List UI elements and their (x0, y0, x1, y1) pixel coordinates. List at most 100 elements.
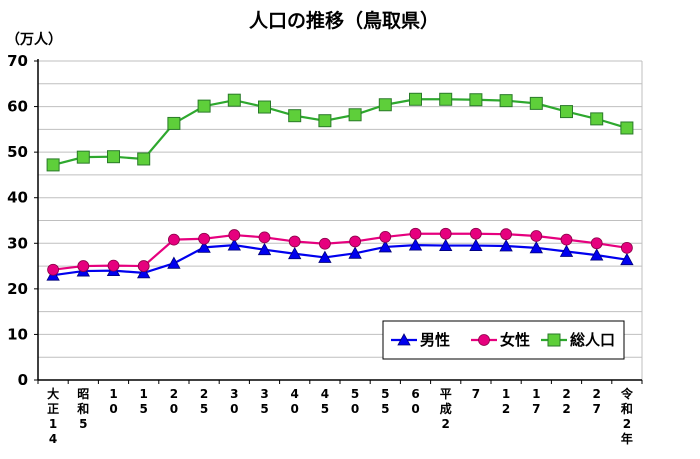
x-tick-label: 5 (381, 387, 389, 401)
y-tick-label: 10 (7, 325, 28, 343)
x-tick-label: 1 (140, 387, 148, 401)
x-tick-label: 6 (411, 387, 419, 401)
x-tick-label: 5 (381, 402, 389, 416)
legend-label: 男性 (420, 331, 450, 349)
legend: 男性 女性 総人口 (382, 320, 625, 360)
x-tick-label: 2 (562, 402, 570, 416)
data-point-total (590, 112, 604, 126)
data-point-male (559, 244, 574, 257)
data-point-total (348, 108, 362, 122)
data-point-male (499, 239, 513, 252)
data-point-female (500, 228, 513, 241)
y-tick-labels: 0 10 20 30 40 50 60 70 (7, 52, 28, 389)
x-tick-label: 5 (200, 402, 208, 416)
data-point-female (107, 259, 120, 272)
data-point-female (137, 260, 150, 272)
data-point-male (257, 242, 272, 256)
data-point-male (227, 238, 241, 251)
chart-title: 人口の推移（鳥取県） (249, 9, 439, 32)
x-tick-label: 1 (532, 387, 540, 401)
data-point-male (529, 241, 543, 254)
data-point-female (439, 227, 452, 240)
legend-entry-female: 女性 (471, 331, 530, 349)
x-tick-label: 1 (49, 417, 57, 431)
data-point-total (197, 99, 211, 113)
series-female (47, 227, 633, 276)
x-tick-label: 昭 (77, 387, 89, 401)
data-point-female (379, 231, 392, 243)
x-tick-label: 4 (291, 387, 299, 401)
legend-label: 総人口 (570, 331, 615, 349)
data-point-total (167, 116, 181, 130)
data-point-total (288, 109, 302, 123)
data-point-female (77, 260, 90, 272)
data-point-total (227, 93, 241, 107)
data-point-male (318, 250, 332, 263)
legend-entry-male: 男性 (391, 331, 450, 349)
data-point-male (620, 252, 634, 266)
data-point-male (197, 240, 211, 253)
y-tick-label: 40 (7, 189, 28, 207)
x-tick-label: 5 (79, 417, 87, 431)
x-tick-label: 5 (140, 402, 148, 416)
x-tick-label: 5 (321, 402, 329, 416)
series-total (46, 92, 634, 172)
x-tick-label: 0 (230, 402, 238, 416)
y-tick-label: 30 (7, 234, 28, 252)
x-tick-label: 2 (623, 417, 631, 431)
data-point-total (318, 114, 332, 128)
data-point-female (318, 237, 331, 250)
x-tick-label: 2 (593, 387, 601, 401)
data-point-total (439, 92, 453, 106)
data-point-female (478, 334, 490, 346)
x-tick-label: 4 (321, 387, 329, 401)
x-tick-label: 2 (562, 387, 570, 401)
y-tick-label: 50 (7, 143, 28, 161)
data-point-total (137, 152, 151, 166)
y-axis-unit-label: （万人） (6, 31, 62, 48)
data-point-male (288, 246, 302, 260)
data-point-male (590, 248, 604, 261)
x-tick-label: 3 (230, 387, 238, 401)
data-point-female (349, 235, 362, 248)
x-tick-label: 5 (351, 387, 359, 401)
data-point-total (529, 96, 543, 110)
data-point-total (258, 100, 271, 114)
x-tick-label: 4 (49, 432, 57, 446)
x-tick-label: 7 (532, 402, 540, 416)
data-point-total (620, 121, 634, 135)
data-point-male (378, 240, 392, 253)
series-lines (46, 92, 634, 281)
data-point-female (47, 263, 59, 276)
y-tick-label: 0 (18, 371, 28, 389)
y-tick-label: 20 (7, 280, 28, 298)
data-point-total (560, 105, 573, 119)
x-tick-label: 0 (351, 402, 359, 416)
data-point-total (547, 333, 561, 347)
data-point-total (409, 92, 422, 106)
data-point-female (288, 235, 301, 248)
x-tick-label: 和 (620, 401, 633, 416)
x-tick-label: 平 (440, 387, 452, 401)
data-point-total (499, 94, 513, 108)
legend-entry-total: 総人口 (541, 331, 615, 349)
x-tick-label: 0 (291, 402, 299, 416)
x-tick-label: 2 (502, 402, 510, 416)
data-point-total (469, 93, 483, 107)
data-point-male (167, 256, 181, 269)
data-point-female (228, 229, 241, 241)
series-male (46, 238, 634, 281)
data-point-male (408, 238, 423, 251)
data-point-total (76, 150, 90, 164)
x-tick-label: 令 (620, 386, 634, 401)
y-tick-label: 70 (7, 52, 28, 70)
x-tick-label: 0 (109, 402, 117, 416)
data-point-female (560, 233, 573, 246)
x-tick-label: 7 (593, 402, 601, 416)
x-tick-label: 0 (170, 402, 178, 416)
y-tick-label: 60 (7, 98, 28, 116)
x-tick-label: 3 (260, 387, 268, 401)
data-point-male (439, 238, 453, 251)
